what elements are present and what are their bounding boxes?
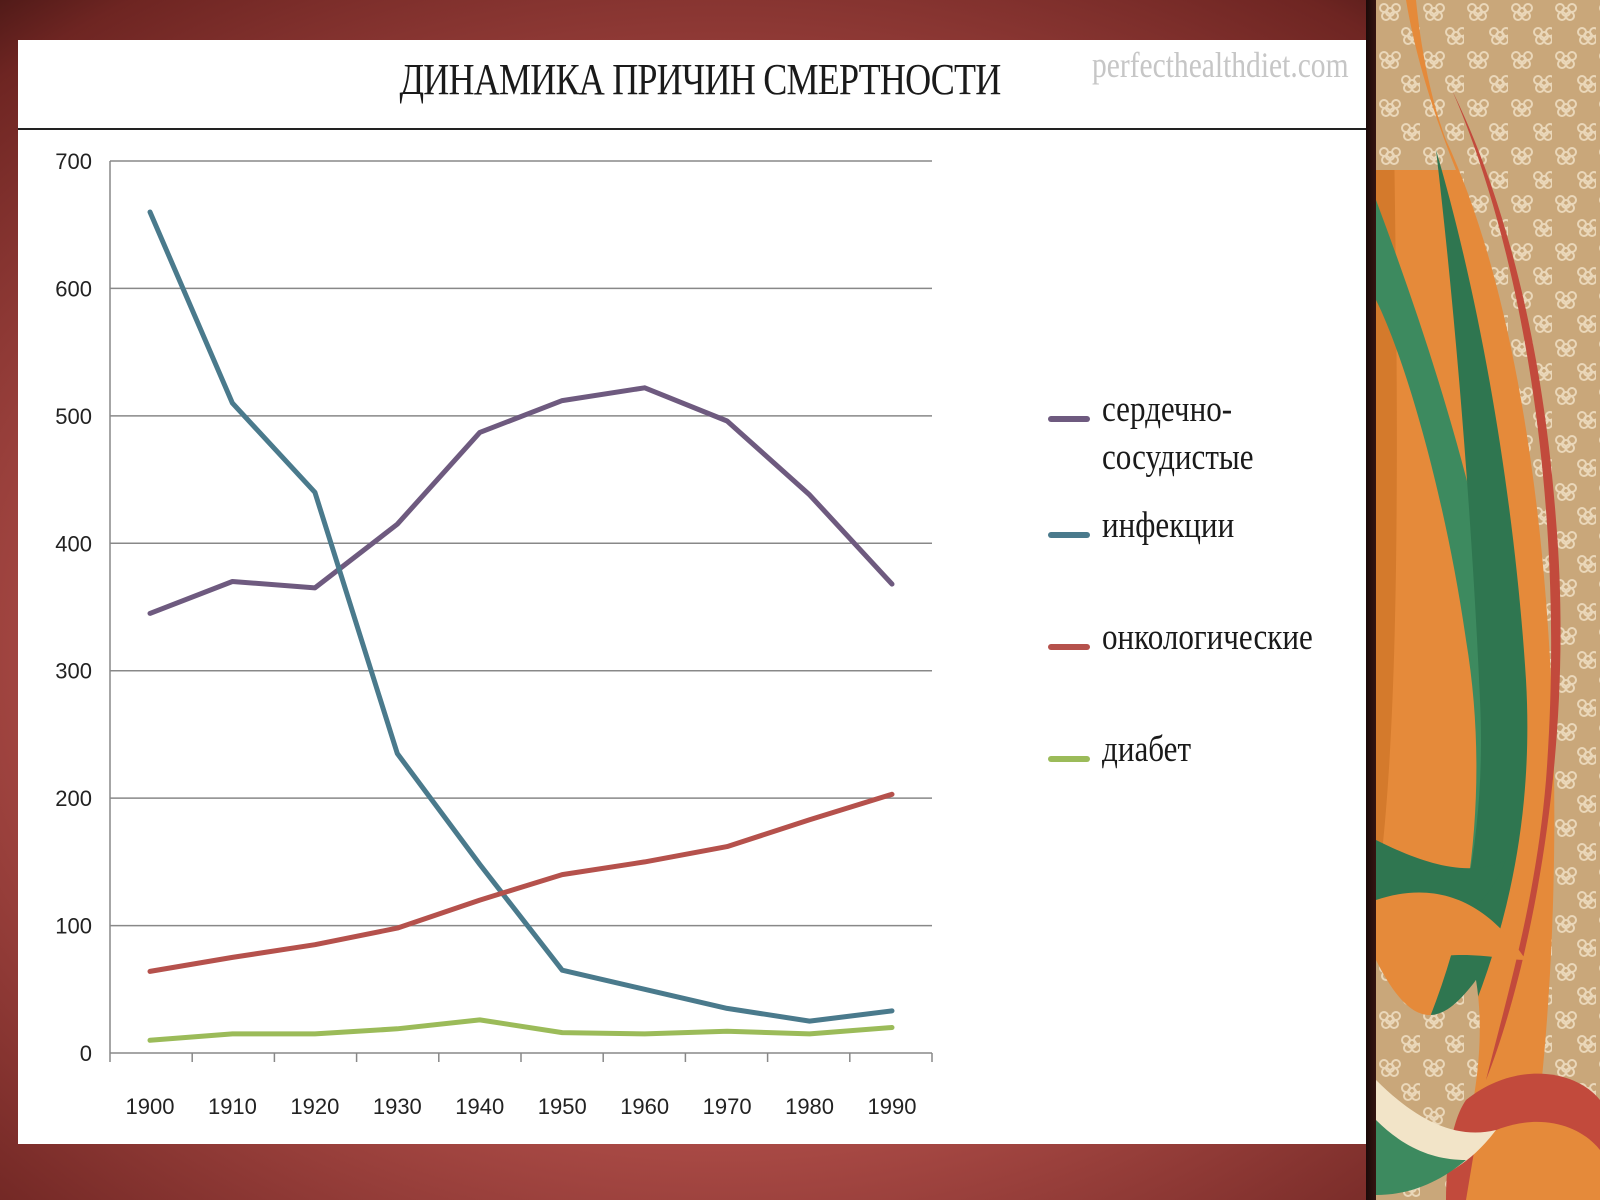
legend-swatch	[1048, 416, 1090, 422]
legend-swatch	[1048, 532, 1090, 538]
y-tick-label: 0	[80, 1041, 92, 1066]
legend-label: инфекции	[1102, 502, 1329, 550]
y-tick-label: 600	[55, 276, 92, 301]
series-1	[147, 209, 895, 1024]
series-2	[147, 791, 895, 974]
y-tick-label: 200	[55, 786, 92, 811]
watermark: perfecthealthdiet.com	[1092, 45, 1349, 85]
x-tick-label: 1930	[373, 1094, 422, 1119]
series-3	[147, 1017, 895, 1043]
y-tick-label: 500	[55, 404, 92, 429]
legend-swatch	[1048, 644, 1090, 650]
y-tick-labels: 0 100 200 300 400 500 600 700	[55, 149, 92, 1066]
legend-swatch	[1048, 756, 1090, 762]
legend-label-line: инфекции	[1102, 505, 1235, 546]
title-rule	[18, 128, 1366, 130]
slide-title: ДИНАМИКА ПРИЧИН СМЕРТНОСТИ	[399, 55, 1002, 104]
decorative-pattern-graphic	[1376, 0, 1600, 1200]
x-tick-labels: 1900 1910 1920 1930 1940 1950 1960 1970 1980 1990	[126, 1094, 917, 1119]
x-tick-label: 1910	[208, 1094, 257, 1119]
x-tick-label: 1950	[538, 1094, 587, 1119]
legend-label-line: онкологические	[1102, 617, 1313, 658]
series-layer	[147, 209, 895, 1043]
legend-label-line: сосудистые	[1102, 437, 1254, 478]
decorative-panel	[1376, 0, 1600, 1200]
legend-label-line: сердечно-	[1102, 389, 1233, 430]
y-tick-label: 400	[55, 531, 92, 556]
legend-label: сердечно-сосудистые	[1102, 386, 1329, 482]
y-tick-label: 700	[55, 149, 92, 174]
x-tick-label: 1900	[126, 1094, 175, 1119]
x-tick-label: 1940	[455, 1094, 504, 1119]
x-tick-label: 1960	[620, 1094, 669, 1119]
series-line-3	[147, 1017, 895, 1043]
series-line-0	[147, 385, 895, 616]
x-tick-label: 1970	[703, 1094, 752, 1119]
chart-card	[18, 40, 1366, 1144]
series-line-1	[147, 209, 895, 1024]
legend-label: диабет	[1102, 726, 1329, 774]
x-tick-label: 1990	[868, 1094, 917, 1119]
x-tick-label: 1920	[290, 1094, 339, 1119]
slide-divider	[1366, 0, 1378, 1200]
y-tick-label: 100	[55, 914, 92, 939]
y-tick-label: 300	[55, 659, 92, 684]
x-tick-label: 1980	[785, 1094, 834, 1119]
series-line-2	[147, 791, 895, 974]
grid-layer	[110, 160, 932, 927]
legend-label-line: диабет	[1102, 729, 1192, 770]
series-0	[147, 385, 895, 616]
axis-layer	[109, 161, 933, 1062]
legend-label: онкологические	[1102, 614, 1329, 662]
